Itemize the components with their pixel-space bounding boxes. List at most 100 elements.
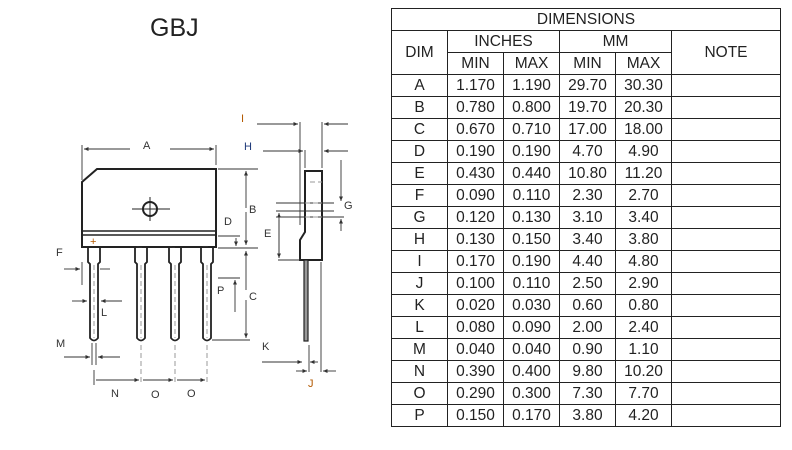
cell-in-min: 0.150: [447, 404, 504, 427]
table-row: K 0.020 0.030 0.60 0.80: [391, 294, 781, 317]
cell-mm-min: 2.30: [559, 184, 616, 207]
cell-dim: B: [391, 96, 448, 119]
cell-note: [671, 184, 781, 207]
dim-label-e: E: [264, 228, 271, 240]
mm-min-header: MIN: [559, 52, 616, 75]
pin-mark-plus: +: [90, 236, 96, 248]
cell-in-max: 0.030: [503, 294, 560, 317]
cell-mm-min: 4.70: [559, 140, 616, 163]
cell-in-min: 1.170: [447, 74, 504, 97]
cell-mm-min: 17.00: [559, 118, 616, 141]
cell-dim: C: [391, 118, 448, 141]
cell-mm-min: 3.80: [559, 404, 616, 427]
cell-mm-max: 7.70: [615, 382, 672, 405]
cell-mm-max: 1.10: [615, 338, 672, 361]
cell-in-min: 0.090: [447, 184, 504, 207]
cell-mm-max: 3.80: [615, 228, 672, 251]
pin-mark-minus: −: [202, 241, 208, 253]
inches-header: INCHES: [447, 30, 560, 53]
cell-in-max: 0.710: [503, 118, 560, 141]
package-outline-drawing: + ~ ~ − A B C D E F G H I J K L M N O O …: [56, 113, 353, 401]
pin-mark-ac2: ~: [169, 242, 175, 254]
table-row: F 0.090 0.110 2.30 2.70: [391, 184, 781, 207]
cell-in-min: 0.120: [447, 206, 504, 229]
table-row: N 0.390 0.400 9.80 10.20: [391, 360, 781, 383]
cell-mm-min: 19.70: [559, 96, 616, 119]
cell-in-min: 0.190: [447, 140, 504, 163]
cell-in-min: 0.430: [447, 162, 504, 185]
cell-note: [671, 228, 781, 251]
cell-note: [671, 272, 781, 295]
dim-label-p: P: [217, 285, 224, 297]
cell-dim: M: [391, 338, 448, 361]
cell-in-max: 0.440: [503, 162, 560, 185]
package-title: GBJ: [150, 14, 199, 42]
table-row: L 0.080 0.090 2.00 2.40: [391, 316, 781, 339]
cell-mm-min: 2.00: [559, 316, 616, 339]
cell-dim: K: [391, 294, 448, 317]
cell-mm-max: 18.00: [615, 118, 672, 141]
table-row: E 0.430 0.440 10.80 11.20: [391, 162, 781, 185]
cell-note: [671, 294, 781, 317]
side-lead: [303, 259, 309, 342]
cell-in-max: 0.110: [503, 272, 560, 295]
cell-mm-max: 0.80: [615, 294, 672, 317]
cell-mm-max: 20.30: [615, 96, 672, 119]
cell-dim: E: [391, 162, 448, 185]
cell-mm-min: 0.90: [559, 338, 616, 361]
side-body: [299, 170, 323, 261]
dim-label-c: C: [249, 291, 257, 303]
cell-in-min: 0.100: [447, 272, 504, 295]
dim-label-b: B: [249, 204, 256, 216]
table-row: D 0.190 0.190 4.70 4.90: [391, 140, 781, 163]
cell-note: [671, 206, 781, 229]
cell-dim: F: [391, 184, 448, 207]
cell-mm-min: 0.60: [559, 294, 616, 317]
table-row: O 0.290 0.300 7.30 7.70: [391, 382, 781, 405]
cell-mm-max: 30.30: [615, 74, 672, 97]
cell-dim: J: [391, 272, 448, 295]
pin-mark-ac1: ~: [136, 242, 142, 254]
cell-mm-max: 10.20: [615, 360, 672, 383]
cell-in-min: 0.290: [447, 382, 504, 405]
table-row: G 0.120 0.130 3.10 3.40: [391, 206, 781, 229]
dim-label-g: G: [344, 200, 353, 212]
cell-mm-min: 29.70: [559, 74, 616, 97]
front-body: [81, 168, 217, 248]
cell-in-min: 0.080: [447, 316, 504, 339]
cell-mm-min: 10.80: [559, 162, 616, 185]
inches-max-header: MAX: [503, 52, 560, 75]
mm-max-header: MAX: [615, 52, 672, 75]
cell-note: [671, 404, 781, 427]
table-title: DIMENSIONS: [391, 8, 781, 31]
cell-note: [671, 140, 781, 163]
cell-dim: D: [391, 140, 448, 163]
dim-label-o1: O: [151, 389, 160, 401]
cell-in-max: 0.190: [503, 250, 560, 273]
cell-in-max: 0.110: [503, 184, 560, 207]
cell-in-min: 0.670: [447, 118, 504, 141]
cell-dim: I: [391, 250, 448, 273]
cell-dim: A: [391, 74, 448, 97]
dim-label-j: J: [308, 378, 314, 390]
cell-in-min: 0.170: [447, 250, 504, 273]
dim-label-a: A: [143, 140, 151, 152]
dim-label-n: N: [111, 388, 119, 400]
cell-in-max: 0.300: [503, 382, 560, 405]
cell-dim: P: [391, 404, 448, 427]
cell-note: [671, 338, 781, 361]
cell-in-max: 0.190: [503, 140, 560, 163]
cell-in-max: 0.800: [503, 96, 560, 119]
dim-label-i: I: [241, 113, 244, 125]
table-row: H 0.130 0.150 3.40 3.80: [391, 228, 781, 251]
cell-in-max: 0.170: [503, 404, 560, 427]
cell-mm-min: 2.50: [559, 272, 616, 295]
cell-note: [671, 74, 781, 97]
cell-mm-max: 4.80: [615, 250, 672, 273]
dim-header: DIM: [391, 30, 448, 75]
cell-mm-max: 11.20: [615, 162, 672, 185]
cell-mm-max: 4.90: [615, 140, 672, 163]
cell-mm-max: 4.20: [615, 404, 672, 427]
cell-mm-min: 3.40: [559, 228, 616, 251]
dim-label-h: H: [244, 141, 252, 153]
